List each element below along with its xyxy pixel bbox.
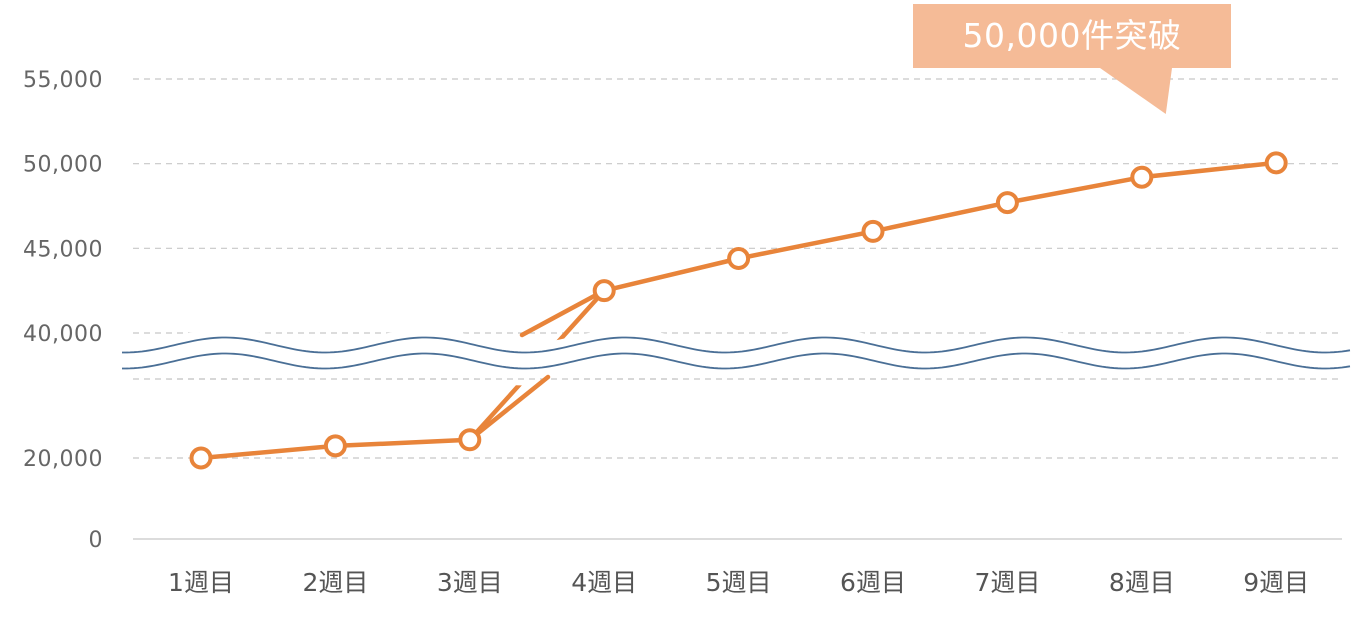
y-tick-label: 0 bbox=[89, 528, 104, 553]
data-point bbox=[323, 434, 347, 458]
data-point bbox=[189, 446, 213, 470]
data-points bbox=[189, 151, 1288, 470]
callout-bubble bbox=[913, 4, 1231, 114]
x-tick-label: 5週目 bbox=[706, 568, 772, 597]
x-tick-label: 1週目 bbox=[168, 568, 234, 597]
axis-break-mask bbox=[122, 328, 1352, 386]
x-axis-tick-labels: 1週目 2週目 3週目 4週目 5週目 6週目 7週目 8週目 9週目 bbox=[168, 568, 1309, 597]
x-tick-label: 4週目 bbox=[571, 568, 637, 597]
series-line bbox=[198, 160, 1279, 461]
axis-break-wave-bottom bbox=[121, 352, 1351, 370]
x-tick-label: 2週目 bbox=[302, 568, 368, 597]
x-tick-label: 6週目 bbox=[840, 568, 906, 597]
y-tick-label: 20,000 bbox=[23, 447, 103, 472]
data-point bbox=[861, 219, 885, 243]
y-tick-label: 40,000 bbox=[23, 322, 103, 347]
series-line-break-lower bbox=[467, 374, 551, 443]
callout-text: 50,000件突破 bbox=[963, 16, 1182, 55]
y-tick-label: 50,000 bbox=[23, 153, 103, 178]
axis-break-wave-top bbox=[121, 336, 1351, 354]
annotation-callout: 50,000件突破 bbox=[913, 4, 1231, 114]
y-tick-label: 55,000 bbox=[23, 68, 103, 93]
data-point bbox=[592, 279, 616, 303]
data-point bbox=[1264, 151, 1288, 175]
x-tick-label: 8週目 bbox=[1109, 568, 1175, 597]
x-tick-label: 7週目 bbox=[974, 568, 1040, 597]
data-point bbox=[458, 428, 482, 452]
data-point bbox=[1130, 165, 1154, 189]
series-layer bbox=[198, 160, 1279, 461]
series-line-break-upper bbox=[519, 288, 607, 338]
axis-break bbox=[121, 288, 1352, 443]
x-tick-label: 3週目 bbox=[437, 568, 503, 597]
grid-lines bbox=[133, 78, 1342, 540]
data-point bbox=[995, 191, 1019, 215]
y-tick-label: 45,000 bbox=[23, 237, 103, 262]
x-tick-label: 9週目 bbox=[1243, 568, 1309, 597]
data-point bbox=[727, 246, 751, 270]
y-axis-tick-labels: 0 20,000 40,000 45,000 50,000 55,000 bbox=[23, 68, 104, 553]
